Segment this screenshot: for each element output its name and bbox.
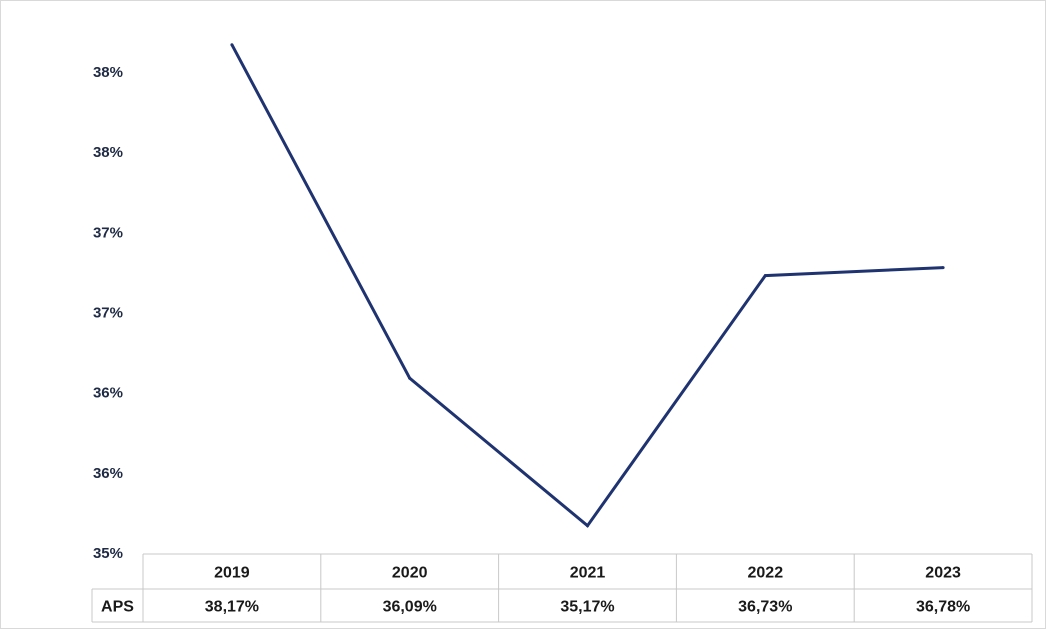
y-tick-label: 36% <box>93 385 123 402</box>
y-tick-label: 37% <box>93 305 123 322</box>
x-category-label: 2020 <box>392 565 428 582</box>
y-tick-label: 36% <box>93 465 123 482</box>
table-series-name: APS <box>101 599 134 616</box>
data-label: 36,09% <box>383 599 437 616</box>
y-tick-label: 37% <box>93 224 123 241</box>
y-tick-label: 38% <box>93 64 123 81</box>
data-label: 36,73% <box>738 599 792 616</box>
x-category-label: 2022 <box>748 565 784 582</box>
data-point <box>408 376 412 380</box>
data-point <box>763 274 767 278</box>
data-point <box>941 266 945 270</box>
data-label: 38,17% <box>205 599 259 616</box>
y-tick-label: 35% <box>93 545 123 562</box>
y-axis: 35% 36% 36% 37% 37% 38% 38% <box>93 64 123 562</box>
series-line-aps <box>230 43 944 528</box>
data-point <box>586 524 589 528</box>
series-layer <box>230 43 945 528</box>
data-table: 2019 2020 2021 2022 2023 APS 38,17% 36,09% 35,17… <box>91 553 1033 623</box>
y-tick-label: 38% <box>93 144 123 161</box>
data-point <box>230 43 234 47</box>
data-label: 36,78% <box>916 599 970 616</box>
x-category-label: 2019 <box>214 565 250 582</box>
x-category-label: 2023 <box>925 565 961 582</box>
x-category-label: 2021 <box>570 565 606 582</box>
data-label: 35,17% <box>560 599 614 616</box>
